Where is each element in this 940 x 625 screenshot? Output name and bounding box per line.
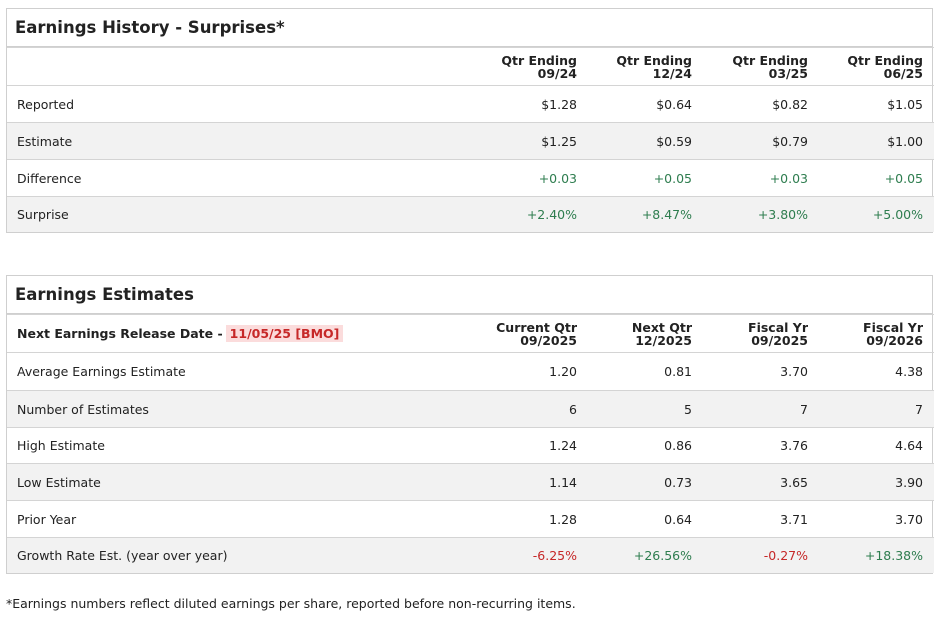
- header-line: 09/2026: [866, 332, 923, 348]
- header-line: 06/25: [883, 65, 923, 81]
- cell-value: 3.71: [692, 500, 808, 538]
- data-row: Difference +0.03 +0.05 +0.03 +0.05: [7, 159, 934, 197]
- header-line: Current Qtr: [496, 319, 577, 335]
- cell-value: 5: [577, 390, 692, 428]
- header-line: 03/25: [768, 65, 808, 81]
- cell-value: 7: [692, 390, 808, 428]
- cell-value: 1.14: [461, 463, 577, 501]
- panel-title: Earnings History - Surprises*: [7, 9, 932, 47]
- cell-value: $0.79: [692, 122, 808, 160]
- cell-value: $0.64: [577, 85, 692, 123]
- data-row: Average Earnings Estimate 1.20 0.81 3.70 4.3…: [7, 352, 934, 391]
- header-line: 09/2025: [520, 332, 577, 348]
- data-row: Estimate $1.25 $0.59 $0.79 $1.00: [7, 122, 934, 160]
- data-row: High Estimate 1.24 0.86 3.76 4.64: [7, 427, 934, 464]
- column-header: Fiscal Yr 09/2026: [808, 314, 934, 353]
- data-row: Prior Year 1.28 0.64 3.71 3.70: [7, 500, 934, 538]
- cell-value: +0.05: [808, 159, 934, 197]
- cell-value: 6: [461, 390, 577, 428]
- cell-value: 0.73: [577, 463, 692, 501]
- row-label: Reported: [7, 85, 461, 123]
- cell-value: -6.25%: [461, 537, 577, 573]
- column-header: Qtr Ending 09/24: [461, 47, 577, 86]
- data-row: Surprise +2.40% +8.47% +3.80% +5.00%: [7, 196, 934, 232]
- data-table: Qtr Ending 09/24 Qtr Ending 12/24 Qtr Ending…: [7, 47, 934, 232]
- header-line: Qtr Ending: [616, 52, 692, 68]
- cell-value: 3.65: [692, 463, 808, 501]
- cell-value: 0.64: [577, 500, 692, 538]
- cell-value: 1.20: [461, 352, 577, 391]
- header-line: Qtr Ending: [732, 52, 808, 68]
- row-label: Surprise: [7, 196, 461, 232]
- cell-value: -0.27%: [692, 537, 808, 573]
- data-row: Growth Rate Est. (year over year) -6.25% +…: [7, 537, 934, 573]
- cell-value: 3.70: [808, 500, 934, 538]
- cell-value: +5.00%: [808, 196, 934, 232]
- row-label: Difference: [7, 159, 461, 197]
- cell-value: +2.40%: [461, 196, 577, 232]
- row-label: Growth Rate Est. (year over year): [7, 537, 461, 573]
- header-line: 12/24: [652, 65, 692, 81]
- row-label: Estimate: [7, 122, 461, 160]
- column-header: Qtr Ending 12/24: [577, 47, 692, 86]
- release-date: 11/05/25 [BMO]: [225, 325, 344, 342]
- row-label: Prior Year: [7, 500, 461, 538]
- header-line: 12/2025: [635, 332, 692, 348]
- cell-value: +0.05: [577, 159, 692, 197]
- cell-value: $1.28: [461, 85, 577, 123]
- cell-value: +0.03: [692, 159, 808, 197]
- row-label: Average Earnings Estimate: [7, 352, 461, 391]
- data-table: Next Earnings Release Date -11/05/25 [BM…: [7, 314, 934, 573]
- header-line: Fiscal Yr: [863, 319, 923, 335]
- header-row: Qtr Ending 09/24 Qtr Ending 12/24 Qtr Ending…: [7, 47, 934, 86]
- header-line: 09/24: [537, 65, 577, 81]
- cell-value: $0.82: [692, 85, 808, 123]
- cell-value: +18.38%: [808, 537, 934, 573]
- row-label: Number of Estimates: [7, 390, 461, 428]
- cell-value: 3.90: [808, 463, 934, 501]
- data-row: Low Estimate 1.14 0.73 3.65 3.90: [7, 463, 934, 501]
- panel-title: Earnings Estimates: [7, 276, 932, 314]
- column-header: Next Qtr 12/2025: [577, 314, 692, 353]
- cell-value: $1.00: [808, 122, 934, 160]
- header-label: Next Earnings Release Date -11/05/25 [BM…: [7, 314, 461, 353]
- header-line: Fiscal Yr: [748, 319, 808, 335]
- column-header: Current Qtr 09/2025: [461, 314, 577, 353]
- cell-value: 1.24: [461, 427, 577, 464]
- column-header: Qtr Ending 03/25: [692, 47, 808, 86]
- earnings-estimates-panel: Earnings Estimates Next Earnings Release…: [6, 275, 934, 574]
- earnings-history-panel: Earnings History - Surprises* Qtr Ending…: [6, 8, 934, 233]
- cell-value: 7: [808, 390, 934, 428]
- cell-value: $1.25: [461, 122, 577, 160]
- cell-value: 4.64: [808, 427, 934, 464]
- cell-value: 4.38: [808, 352, 934, 391]
- column-header: Fiscal Yr 09/2025: [692, 314, 808, 353]
- header-label: [7, 47, 461, 86]
- header-line: 09/2025: [751, 332, 808, 348]
- row-label: High Estimate: [7, 427, 461, 464]
- cell-value: +26.56%: [577, 537, 692, 573]
- row-label: Low Estimate: [7, 463, 461, 501]
- cell-value: 0.86: [577, 427, 692, 464]
- cell-value: $0.59: [577, 122, 692, 160]
- cell-value: +3.80%: [692, 196, 808, 232]
- cell-value: 3.76: [692, 427, 808, 464]
- release-label: Next Earnings Release Date -: [17, 326, 223, 341]
- column-header: Qtr Ending 06/25: [808, 47, 934, 86]
- data-row: Reported $1.28 $0.64 $0.82 $1.05: [7, 85, 934, 123]
- cell-value: 0.81: [577, 352, 692, 391]
- cell-value: $1.05: [808, 85, 934, 123]
- header-row: Next Earnings Release Date -11/05/25 [BM…: [7, 314, 934, 353]
- data-row: Number of Estimates 6 5 7 7: [7, 390, 934, 428]
- header-line: Qtr Ending: [501, 52, 577, 68]
- cell-value: +0.03: [461, 159, 577, 197]
- footnote: *Earnings numbers reflect diluted earnin…: [6, 596, 576, 611]
- cell-value: 1.28: [461, 500, 577, 538]
- cell-value: 3.70: [692, 352, 808, 391]
- header-line: Next Qtr: [631, 319, 692, 335]
- header-line: Qtr Ending: [847, 52, 923, 68]
- cell-value: +8.47%: [577, 196, 692, 232]
